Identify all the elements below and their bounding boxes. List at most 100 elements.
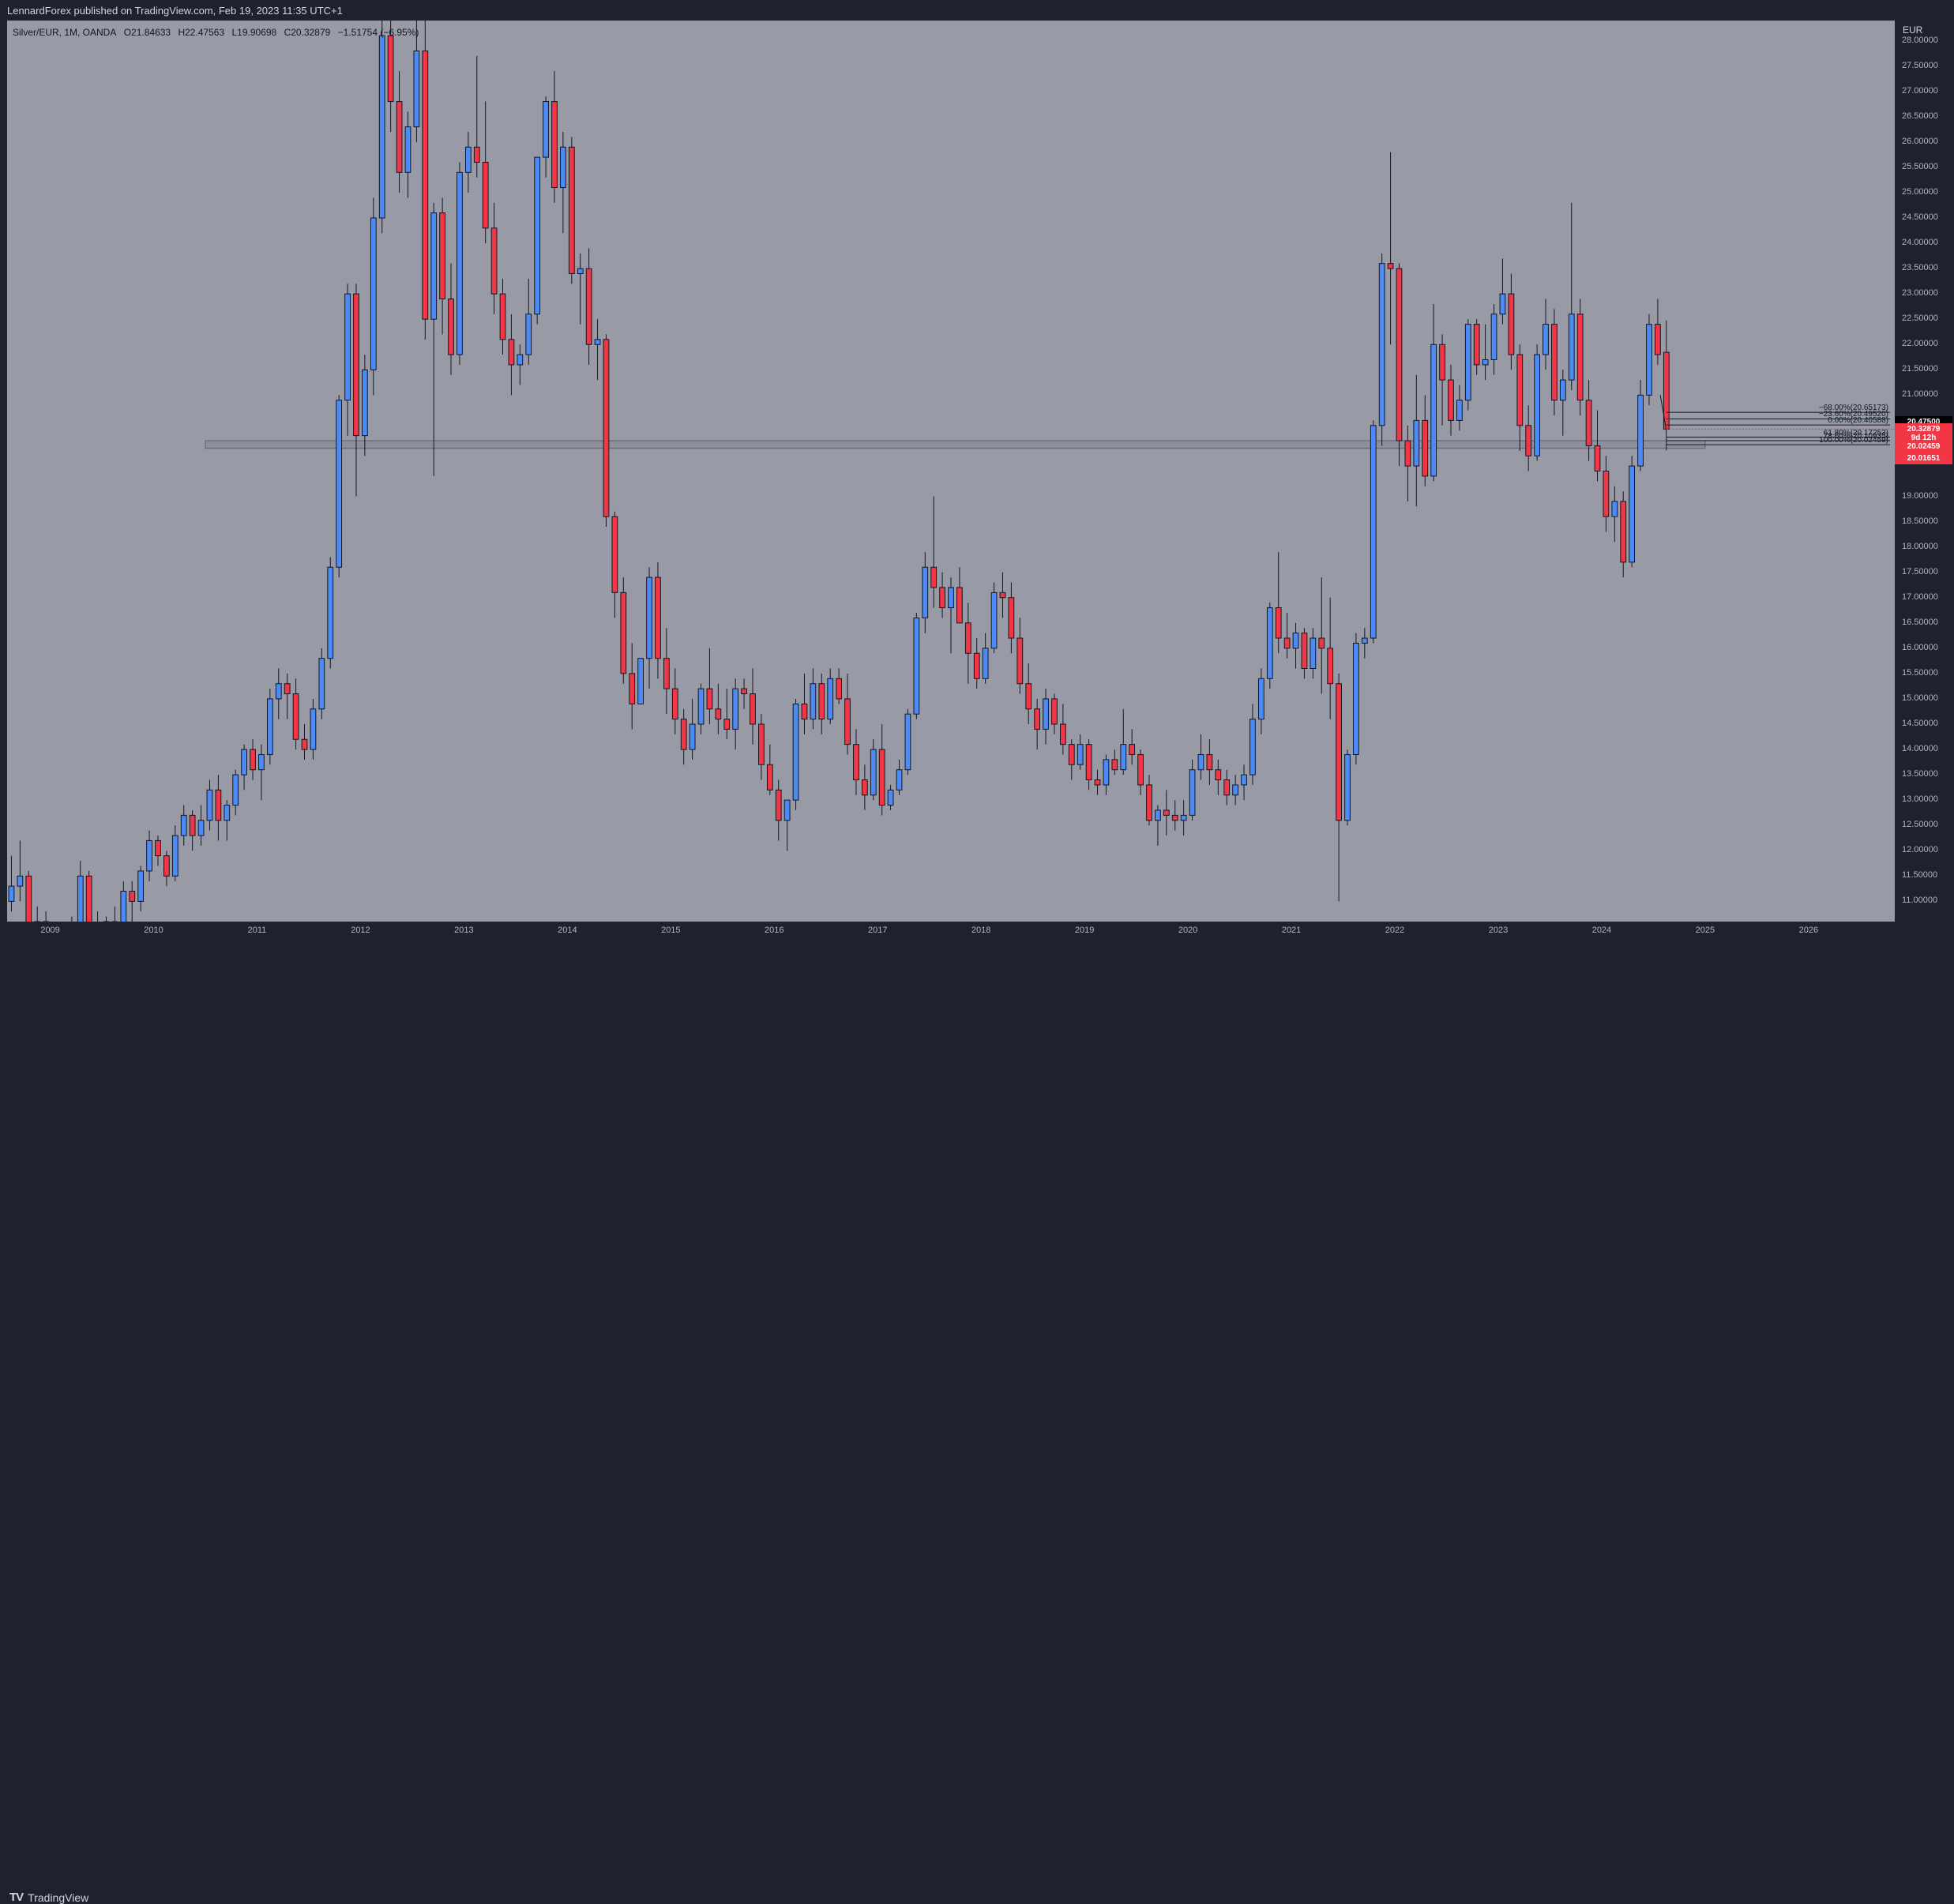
price-tick-label: 22.00000	[1902, 339, 1938, 349]
candle-up	[1120, 744, 1127, 771]
candle-up	[232, 774, 239, 806]
candle-up	[1482, 359, 1489, 366]
candle-up	[344, 293, 351, 401]
time-tick-label: 2022	[1385, 926, 1405, 935]
candle-down	[930, 566, 938, 588]
candle-down	[723, 719, 731, 730]
price-tick-label: 16.50000	[1902, 617, 1938, 627]
price-tick-label: 16.00000	[1902, 642, 1938, 652]
price-tick-label: 14.50000	[1902, 719, 1938, 728]
candle-up	[310, 708, 317, 750]
candle-up	[378, 35, 385, 219]
candle-down	[508, 339, 515, 366]
candle-up	[990, 591, 998, 649]
candlestick-chart[interactable]	[7, 21, 1895, 922]
candle-down	[301, 738, 308, 750]
candle-down	[568, 146, 575, 275]
candle-down	[1508, 293, 1515, 355]
candle-up	[404, 126, 411, 173]
currency-label: EUR	[1903, 24, 1923, 36]
candle-up	[1232, 784, 1239, 796]
candle-up	[517, 354, 524, 366]
candle-down	[85, 875, 92, 922]
candle-down	[1473, 324, 1480, 366]
left-border	[0, 21, 7, 941]
price-scale[interactable]: EUR 28.00000 27.50000 27.00000 26.50000 26.0…	[1895, 21, 1954, 922]
candle-down	[766, 764, 773, 791]
candle-down	[473, 146, 480, 163]
price-tick-label: 28.00000	[1902, 35, 1938, 45]
candle-down	[25, 875, 32, 922]
candle-down	[818, 683, 825, 720]
candle-up	[577, 268, 584, 275]
price-tick-label: 15.50000	[1902, 667, 1938, 678]
candle-down	[758, 723, 765, 765]
candle-down	[1068, 744, 1075, 765]
candle-down	[853, 744, 859, 781]
candle-down	[973, 652, 980, 679]
candle-up	[1155, 809, 1161, 821]
candle-down	[353, 293, 359, 437]
candle-up	[732, 688, 739, 730]
price-tick-label: 24.00000	[1902, 238, 1938, 248]
price-tick-label: 12.50000	[1902, 820, 1938, 830]
time-tick-label: 2010	[144, 926, 163, 935]
candle-down	[499, 293, 506, 340]
candle-down	[1008, 597, 1015, 639]
time-tick-label: 2024	[1591, 926, 1612, 935]
candle-up	[1370, 425, 1377, 639]
legend-symbol: Silver/EUR, 1M, OANDA	[13, 27, 117, 38]
candle-down	[1387, 263, 1394, 269]
candle-up	[1103, 759, 1110, 786]
legend-high: H22.47563	[178, 27, 225, 38]
candle-down	[1137, 753, 1144, 786]
candle-up	[1266, 607, 1273, 679]
tradingview-logo[interactable]: TV TradingView	[9, 1891, 88, 1904]
candle-down	[750, 693, 756, 725]
candle-up	[1611, 501, 1618, 517]
candle-down	[939, 587, 945, 609]
time-tick-label: 2012	[351, 926, 370, 935]
price-tick-label: 11.50000	[1902, 870, 1938, 881]
price-tick-label: 12.00000	[1902, 845, 1938, 855]
candle-up	[783, 799, 791, 821]
candle-up	[241, 749, 247, 775]
candle-up	[1378, 263, 1385, 426]
candle-up	[534, 156, 541, 315]
candle-down	[1318, 637, 1325, 649]
candle-down	[715, 708, 722, 720]
candle-up	[1310, 637, 1317, 669]
candle-down	[1275, 607, 1282, 639]
legend-open: O21.84633	[123, 27, 171, 38]
candle-up	[1534, 354, 1540, 456]
candle-up	[1249, 719, 1256, 775]
candle-down	[671, 688, 678, 720]
price-tick-label: 27.50000	[1902, 60, 1938, 70]
candle-down	[396, 101, 403, 173]
time-tick-label: 2015	[661, 926, 681, 935]
candle-down	[1603, 471, 1610, 517]
candle-down	[1129, 744, 1136, 755]
candle-up	[1241, 774, 1247, 786]
candle-up	[197, 820, 205, 836]
candle-down	[1034, 708, 1041, 730]
candle-up	[258, 753, 265, 771]
time-scale[interactable]	[7, 922, 1895, 941]
fib-level-label: −23.60%(20.49520)	[1818, 410, 1888, 419]
candle-up	[1456, 400, 1463, 421]
candle-down	[292, 693, 299, 740]
candle-down	[741, 688, 747, 695]
candle-up	[896, 769, 903, 791]
price-tick-label: 22.50000	[1902, 314, 1938, 324]
candle-up	[887, 789, 894, 806]
candle-down	[611, 516, 618, 593]
brand-text: TradingView	[28, 1891, 89, 1904]
candle-up	[206, 789, 213, 821]
legend-change: −1.51754 (−6.95%)	[337, 27, 419, 38]
candle-up	[922, 566, 929, 618]
chart-plot-area[interactable]: Silver/EUR, 1M, OANDA O21.84633 H22.4756…	[7, 21, 1895, 922]
candle-up	[525, 314, 532, 355]
candle-up	[792, 703, 799, 801]
candle-down	[1146, 784, 1152, 821]
price-tag: 20.02459	[1895, 441, 1952, 453]
